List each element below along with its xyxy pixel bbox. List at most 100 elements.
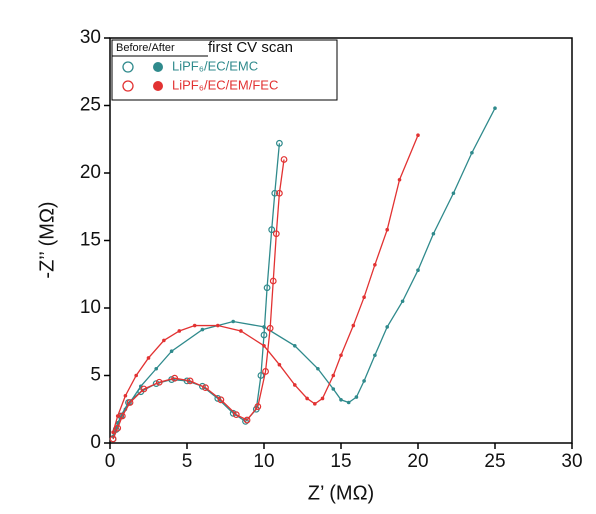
point-filled — [331, 387, 336, 391]
point-filled — [216, 323, 220, 328]
point-filled — [146, 356, 151, 360]
y-tick-label: 15 — [80, 230, 101, 251]
point-open — [217, 396, 225, 404]
x-axis-label: Z’ (MΩ) — [308, 482, 374, 504]
point-filled — [262, 325, 266, 329]
point-open — [232, 411, 240, 419]
point-filled — [200, 327, 205, 332]
y-axis-label: -Z’’ (MΩ) — [36, 201, 58, 278]
point-filled — [313, 402, 317, 406]
point-filled — [397, 177, 402, 182]
point-open — [257, 372, 265, 379]
point-open — [260, 331, 268, 339]
legend-header: Before/After — [116, 42, 175, 54]
point-open — [140, 385, 148, 393]
y-tick-label: 10 — [80, 297, 101, 318]
point-filled — [293, 344, 297, 348]
curve — [112, 107, 496, 437]
y-tick-label: 30 — [80, 27, 101, 48]
point-open — [214, 395, 222, 402]
point-open — [276, 139, 283, 147]
point-open — [198, 382, 206, 390]
point-filled — [192, 323, 197, 328]
point-filled — [239, 329, 243, 333]
point-filled — [470, 150, 474, 155]
point-open — [171, 374, 179, 382]
point-filled — [316, 366, 320, 371]
point-filled — [339, 353, 343, 358]
point-open — [280, 156, 288, 163]
point-filled — [416, 268, 420, 273]
legend-title: first CV scan — [208, 39, 293, 56]
point-filled — [451, 191, 456, 196]
y-tick-label: 0 — [90, 432, 101, 453]
x-tick-label: 15 — [330, 451, 351, 472]
point-filled — [493, 106, 497, 110]
point-open — [254, 403, 262, 410]
point-filled — [431, 231, 436, 236]
legend-open — [122, 61, 134, 73]
point-filled — [115, 414, 120, 418]
point-filled — [177, 329, 182, 333]
point-open — [272, 230, 280, 238]
x-tick-label: 10 — [253, 451, 274, 472]
point-filled — [134, 373, 138, 378]
point-open — [276, 189, 283, 197]
point-filled — [385, 227, 390, 232]
curve — [112, 159, 285, 440]
legend-filled — [153, 62, 163, 72]
x-tick-label: 30 — [561, 451, 582, 472]
x-tick-label: 25 — [484, 451, 505, 472]
legend-box — [111, 39, 338, 101]
point-filled — [339, 398, 343, 402]
legend-open — [122, 80, 134, 92]
point-open — [118, 412, 126, 420]
point-open — [266, 324, 274, 332]
point-filled — [320, 396, 325, 401]
point-open — [186, 377, 194, 385]
point-open — [269, 277, 277, 285]
point-filled — [262, 344, 266, 348]
y-tick-label: 5 — [90, 365, 101, 386]
legend-label: LiPF₆/EC/EMC — [172, 58, 258, 73]
point-filled — [162, 338, 166, 343]
point-filled — [154, 366, 158, 371]
point-filled — [400, 299, 405, 304]
x-tick-label: 5 — [182, 451, 193, 472]
point-open — [262, 368, 269, 375]
point-open — [263, 284, 271, 292]
point-open — [126, 399, 134, 406]
point-open — [152, 380, 160, 388]
point-filled — [354, 395, 359, 399]
x-tick-label: 20 — [407, 451, 428, 472]
point-filled — [231, 319, 235, 324]
point-filled — [346, 400, 351, 405]
y-tick-label: 25 — [80, 95, 101, 116]
point-filled — [385, 325, 390, 329]
point-filled — [373, 263, 377, 267]
legend-filled — [153, 81, 163, 91]
curve — [112, 134, 419, 433]
point-open — [155, 378, 163, 386]
point-filled — [373, 353, 377, 358]
point-filled — [351, 323, 356, 328]
point-open — [271, 189, 279, 197]
point-filled — [416, 133, 420, 137]
point-filled — [362, 295, 366, 300]
point-filled — [331, 373, 336, 378]
point-filled — [111, 430, 115, 435]
point-filled — [123, 393, 128, 398]
point-open — [243, 416, 251, 424]
point-filled — [305, 396, 309, 401]
x-tick-label: 0 — [105, 451, 116, 472]
point-filled — [293, 383, 297, 387]
y-tick-label: 20 — [80, 162, 101, 183]
point-filled — [115, 420, 120, 425]
point-filled — [362, 379, 366, 383]
point-open — [109, 435, 117, 443]
point-open — [229, 409, 237, 417]
point-filled — [169, 349, 174, 354]
point-open — [202, 384, 209, 392]
point-open — [268, 226, 276, 234]
